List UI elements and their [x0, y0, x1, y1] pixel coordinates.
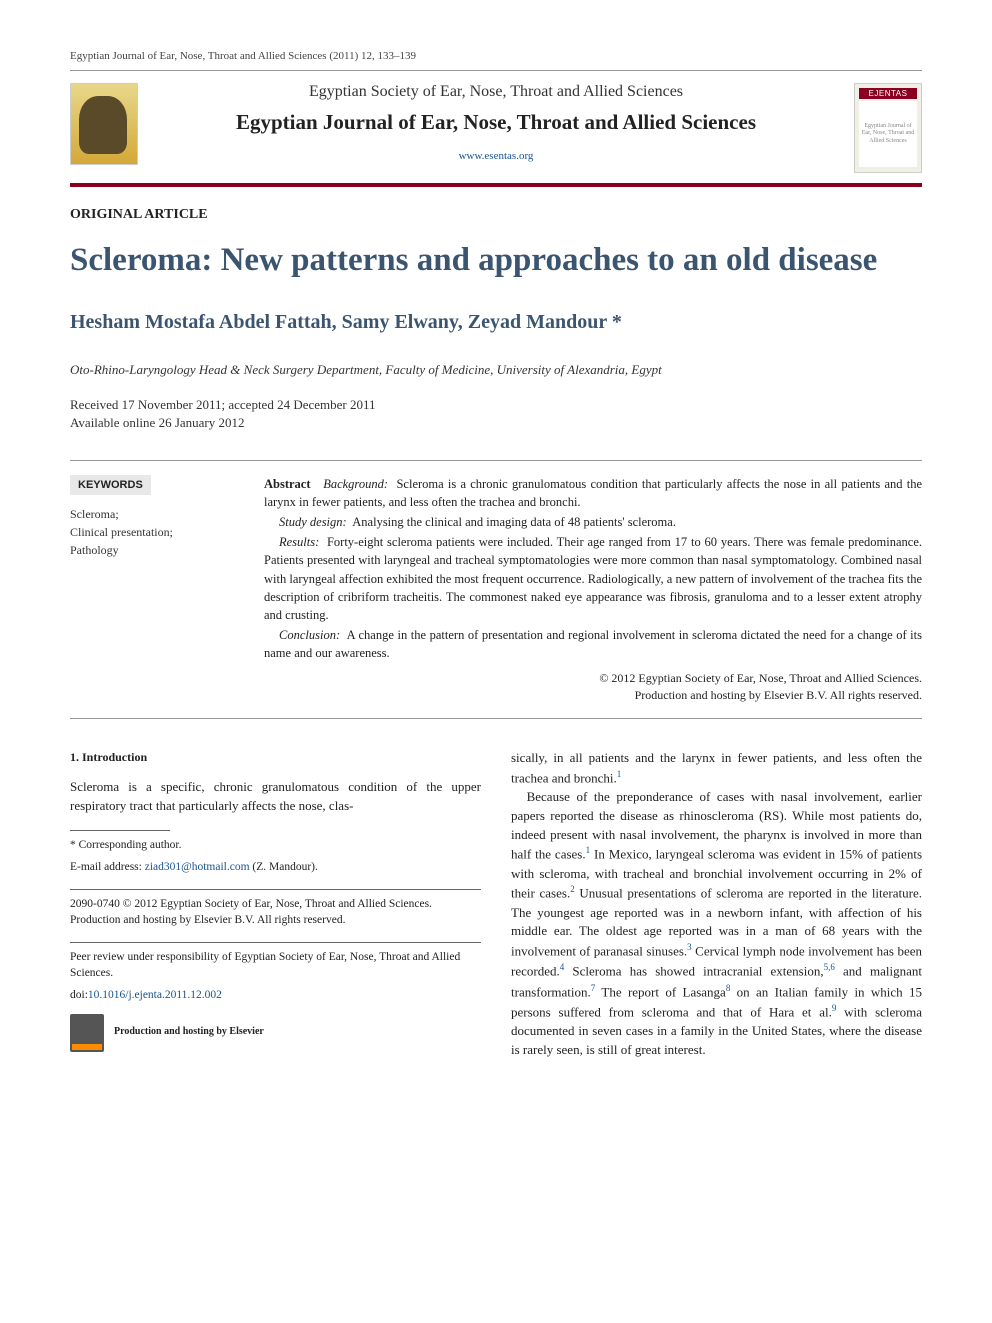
abstract-column: Abstract Background: Scleroma is a chron…: [264, 460, 922, 718]
ref-56[interactable]: 5,6: [824, 962, 835, 972]
footnote-rule-2: [70, 889, 481, 890]
abstract-conclusion: Conclusion: A change in the pattern of p…: [264, 626, 922, 662]
authors: Hesham Mostafa Abdel Fattah, Samy Elwany…: [70, 311, 922, 334]
abs-conclusion-label: Conclusion:: [279, 628, 340, 642]
keywords-column: KEYWORDS Scleroma; Clinical presentation…: [70, 461, 234, 718]
abstract-background: Abstract Background: Scleroma is a chron…: [264, 475, 922, 511]
affiliation: Oto-Rhino-Laryngology Head & Neck Surger…: [70, 362, 922, 378]
doi-label: doi:: [70, 989, 88, 1001]
footnote-corresponding: * Corresponding author.: [70, 837, 481, 853]
abstract-copyright: © 2012 Egyptian Society of Ear, Nose, Th…: [264, 670, 922, 704]
copyright-line1: © 2012 Egyptian Society of Ear, Nose, Th…: [264, 670, 922, 687]
email-link[interactable]: ziad301@hotmail.com: [145, 861, 250, 873]
email-label: E-mail address:: [70, 861, 145, 873]
abstract-design: Study design: Analysing the clinical and…: [264, 513, 922, 531]
abs-conclusion-text: A change in the pattern of presentation …: [264, 628, 922, 660]
email-name: (Z. Mandour).: [250, 861, 318, 873]
abstract-results: Results: Forty-eight scleroma patients w…: [264, 533, 922, 624]
doi-link[interactable]: 10.1016/j.ejenta.2011.12.002: [88, 989, 222, 1001]
elsevier-logo-icon: [70, 1014, 104, 1052]
footnote-rule-3: [70, 942, 481, 943]
abs-background-label: Background:: [323, 477, 388, 491]
abs-design-label: Study design:: [279, 515, 347, 529]
right-p1-text: sically, in all patients and the larynx …: [511, 750, 922, 785]
header-center: Egyptian Society of Ear, Nose, Throat an…: [154, 83, 838, 164]
footnote-license: 2090-0740 © 2012 Egyptian Society of Ear…: [70, 896, 481, 928]
rp2g: The report of Lasanga: [595, 984, 726, 999]
body-columns: 1. Introduction Scleroma is a specific, …: [70, 749, 922, 1060]
society-logo: [70, 83, 138, 165]
abs-results-text: Forty-eight scleroma patients were inclu…: [264, 535, 922, 622]
society-name: Egyptian Society of Ear, Nose, Throat an…: [154, 83, 838, 101]
footnote-peer: Peer review under responsibility of Egyp…: [70, 949, 481, 981]
authors-list: Hesham Mostafa Abdel Fattah, Samy Elwany…: [70, 311, 607, 333]
abs-design-text: Analysing the clinical and imaging data …: [352, 515, 676, 529]
left-para-1: Scleroma is a specific, chronic granulom…: [70, 778, 481, 816]
abs-results-label: Results:: [279, 535, 319, 549]
right-para-2: Because of the preponderance of cases wi…: [511, 788, 922, 1060]
elsevier-hosting: Production and hosting by Elsevier: [70, 1014, 481, 1052]
header-rule: [70, 183, 922, 187]
running-head: Egyptian Journal of Ear, Nose, Throat an…: [70, 50, 922, 62]
article-dates: Received 17 November 2011; accepted 24 D…: [70, 396, 922, 432]
footnote-rule: [70, 830, 170, 831]
elsevier-hosting-text: Production and hosting by Elsevier: [114, 1025, 264, 1040]
corresponding-marker: *: [612, 311, 622, 333]
left-column: 1. Introduction Scleroma is a specific, …: [70, 749, 481, 1060]
right-column: sically, in all patients and the larynx …: [511, 749, 922, 1060]
abstract-label: Abstract: [264, 477, 311, 491]
article-type: ORIGINAL ARTICLE: [70, 207, 922, 223]
journal-name: Egyptian Journal of Ear, Nose, Throat an…: [154, 109, 838, 136]
keywords-heading: KEYWORDS: [70, 475, 151, 495]
footnote-doi: doi:10.1016/j.ejenta.2011.12.002: [70, 987, 481, 1003]
article-title: Scleroma: New patterns and approaches to…: [70, 241, 922, 281]
dates-online: Available online 26 January 2012: [70, 414, 922, 432]
copyright-line2: Production and hosting by Elsevier B.V. …: [264, 687, 922, 704]
journal-url-link[interactable]: www.esentas.org: [459, 150, 534, 162]
cover-text: Egyptian Journal of Ear, Nose, Throat an…: [859, 101, 917, 167]
section-1-heading: 1. Introduction: [70, 749, 481, 766]
abstract-block: KEYWORDS Scleroma; Clinical presentation…: [70, 460, 922, 719]
rp2e: Scleroma has showed intracranial extensi…: [564, 964, 823, 979]
ref-1[interactable]: 1: [617, 769, 622, 779]
footnote-email: E-mail address: ziad301@hotmail.com (Z. …: [70, 859, 481, 875]
keywords-list: Scleroma; Clinical presentation; Patholo…: [70, 505, 234, 559]
right-para-1: sically, in all patients and the larynx …: [511, 749, 922, 788]
cover-badge: EJENTAS: [859, 88, 917, 99]
journal-cover-thumb: EJENTAS Egyptian Journal of Ear, Nose, T…: [854, 83, 922, 173]
dates-received-accepted: Received 17 November 2011; accepted 24 D…: [70, 396, 922, 414]
journal-header: Egyptian Society of Ear, Nose, Throat an…: [70, 70, 922, 183]
